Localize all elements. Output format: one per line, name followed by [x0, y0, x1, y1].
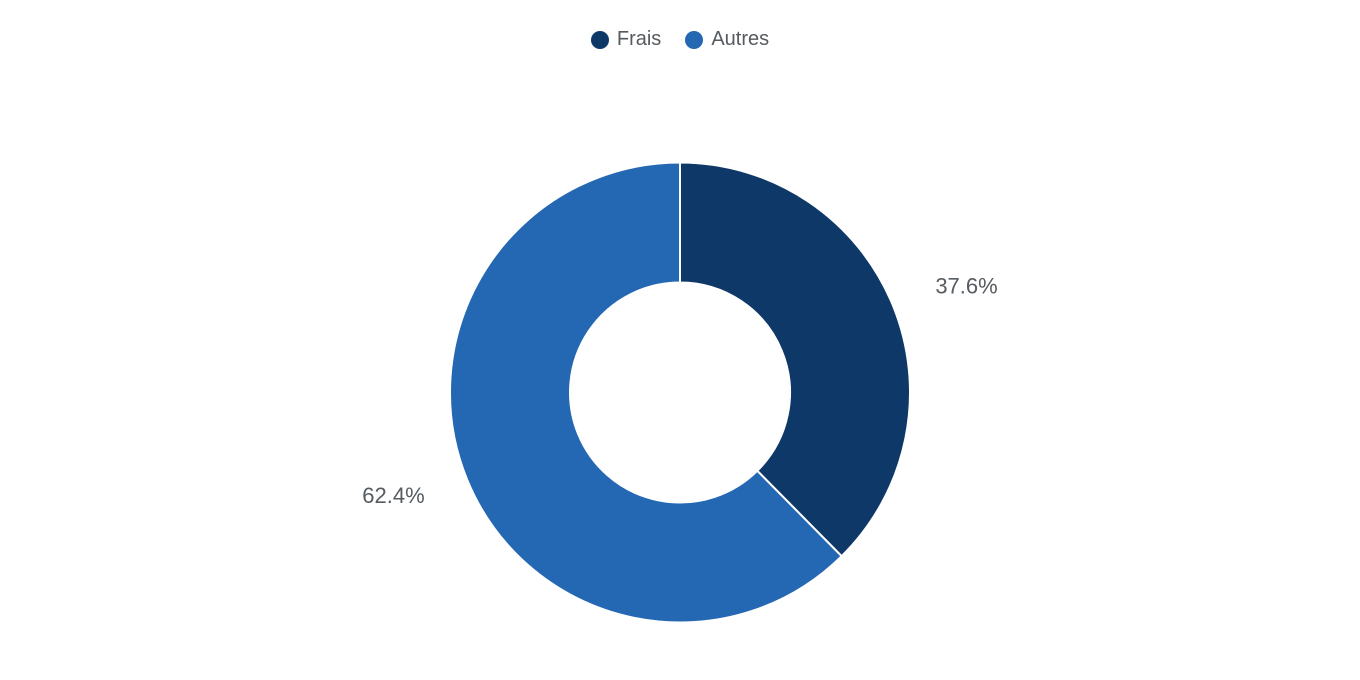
slice-label-frais: 37.6%: [935, 273, 997, 298]
slice-label-autres: 62.4%: [362, 483, 424, 508]
legend-label-frais: Frais: [617, 28, 661, 51]
legend-label-autres: Autres: [711, 28, 769, 51]
donut-area: 37.6% 62.4%: [330, 113, 1030, 678]
legend-swatch-autres-icon: [685, 31, 703, 49]
donut-svg: 37.6% 62.4%: [330, 113, 1030, 673]
donut-chart: Frais Autres 37.6% 62.4%: [0, 0, 1360, 680]
legend-item-frais: Frais: [591, 28, 661, 51]
chart-legend: Frais Autres: [0, 28, 1360, 51]
donut-slices: [450, 163, 910, 623]
legend-swatch-frais-icon: [591, 31, 609, 49]
legend-item-autres: Autres: [685, 28, 769, 51]
